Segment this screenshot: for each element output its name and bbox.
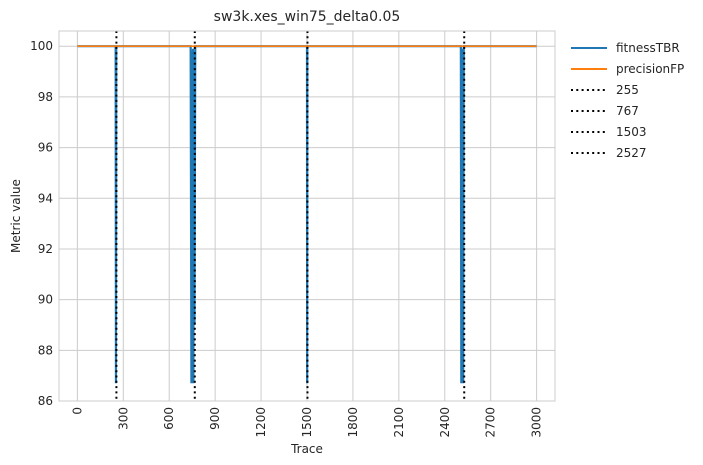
y-tick-label: 96 (38, 141, 53, 155)
legend-vline-255-label: 255 (616, 83, 639, 97)
x-ticks: 0 300 600 900 1200 1500 1800 2100 2400 2700 3000 (70, 407, 543, 438)
x-axis-label: Trace (290, 442, 323, 456)
vlines-group (115, 31, 466, 401)
chart-title: sw3k.xes_win75_delta0.05 (214, 9, 401, 25)
y-axis-label: Metric value (9, 179, 23, 253)
x-tick-label: 2700 (484, 407, 498, 438)
legend-vline-2527-label: 2527 (616, 146, 647, 160)
x-tick-label: 0 (70, 407, 84, 415)
legend-precisionFP-label: precisionFP (616, 62, 684, 76)
legend: fitnessTBR precisionFP 255 767 1503 2527 (571, 41, 684, 160)
x-tick-label: 2100 (392, 407, 406, 438)
x-tick-label: 1200 (254, 407, 268, 438)
y-tick-label: 92 (38, 242, 53, 256)
y-tick-label: 98 (38, 90, 53, 104)
y-tick-label: 94 (38, 191, 53, 205)
x-tick-label: 2400 (438, 407, 452, 438)
y-tick-label: 86 (38, 394, 53, 408)
x-tick-label: 3000 (530, 407, 544, 438)
legend-fitnessTBR-label: fitnessTBR (616, 41, 680, 55)
x-tick-label: 1500 (300, 407, 314, 438)
x-tick-label: 300 (116, 407, 130, 430)
y-tick-label: 88 (38, 343, 53, 357)
plot-frame (58, 30, 556, 402)
legend-vline-1503-label: 1503 (616, 125, 647, 139)
legend-vline-767-label: 767 (616, 104, 639, 118)
x-tick-label: 600 (162, 407, 176, 430)
x-tick-label: 1800 (346, 407, 360, 438)
y-tick-label: 90 (38, 293, 53, 307)
y-tick-label: 100 (30, 39, 53, 53)
x-tick-label: 900 (208, 407, 222, 430)
y-ticks: 86 88 90 92 94 96 98 100 (30, 39, 53, 408)
